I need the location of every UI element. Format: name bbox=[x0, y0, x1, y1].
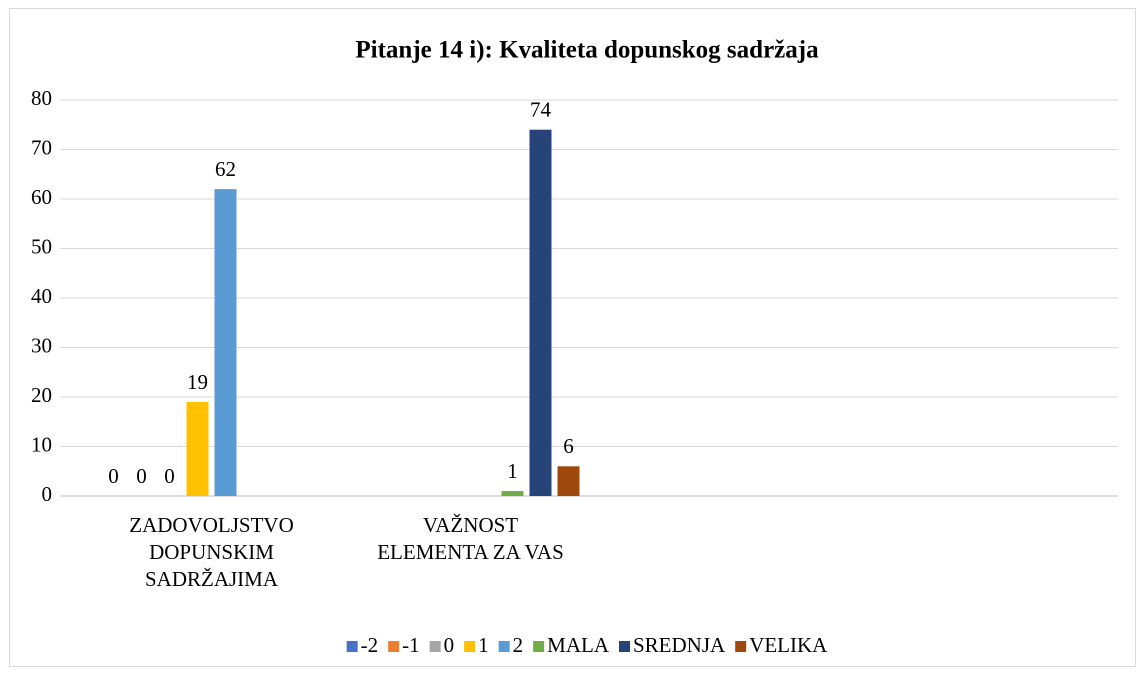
y-tick-label: 70 bbox=[31, 135, 52, 159]
data-label: 62 bbox=[215, 157, 236, 181]
y-tick-label: 20 bbox=[31, 383, 52, 407]
legend-swatch bbox=[388, 641, 400, 652]
legend-swatch bbox=[735, 641, 747, 652]
legend-swatch bbox=[464, 641, 476, 652]
y-tick-label: 30 bbox=[31, 333, 52, 357]
legend-label: 1 bbox=[478, 633, 489, 657]
data-label: 1 bbox=[507, 459, 518, 483]
legend-swatch bbox=[619, 641, 630, 652]
chart-title: Pitanje 14 i): Kvaliteta dopunskog sadrž… bbox=[355, 37, 819, 64]
bar bbox=[186, 401, 209, 496]
legend-swatch bbox=[498, 641, 510, 652]
legend-swatch bbox=[346, 641, 358, 652]
x-tick-label: VAŽNOST ELEMENTA ZA VAS bbox=[377, 513, 564, 564]
y-tick-label: 0 bbox=[42, 482, 53, 506]
data-label: 0 bbox=[164, 464, 175, 488]
bar bbox=[501, 491, 524, 496]
legend-label: -2 bbox=[361, 633, 379, 657]
chart-border bbox=[9, 8, 1136, 667]
data-label: 0 bbox=[136, 464, 147, 488]
legend-swatch bbox=[429, 641, 441, 652]
bar bbox=[214, 189, 237, 496]
legend-label: MALA bbox=[547, 633, 610, 657]
bar bbox=[557, 466, 580, 496]
data-label: 19 bbox=[187, 370, 208, 394]
legend-label: -1 bbox=[402, 633, 420, 657]
legend-swatch bbox=[533, 641, 545, 652]
y-tick-label: 50 bbox=[31, 234, 52, 258]
bar bbox=[529, 129, 552, 496]
legend-label: SREDNJA bbox=[633, 633, 726, 657]
legend-label: 0 bbox=[444, 633, 455, 657]
y-tick-label: 40 bbox=[31, 284, 52, 308]
data-label: 6 bbox=[563, 434, 574, 458]
x-tick-label: ZADOVOLJSTVO DOPUNSKIM SADRŽAJIMA bbox=[129, 513, 294, 591]
y-tick-label: 80 bbox=[31, 86, 52, 110]
legend-label: 2 bbox=[513, 633, 524, 657]
y-tick-label: 10 bbox=[31, 432, 52, 456]
y-tick-label: 60 bbox=[31, 185, 52, 209]
legend-label: VELIKA bbox=[749, 633, 828, 657]
data-label: 0 bbox=[108, 464, 119, 488]
data-label: 74 bbox=[530, 98, 552, 122]
